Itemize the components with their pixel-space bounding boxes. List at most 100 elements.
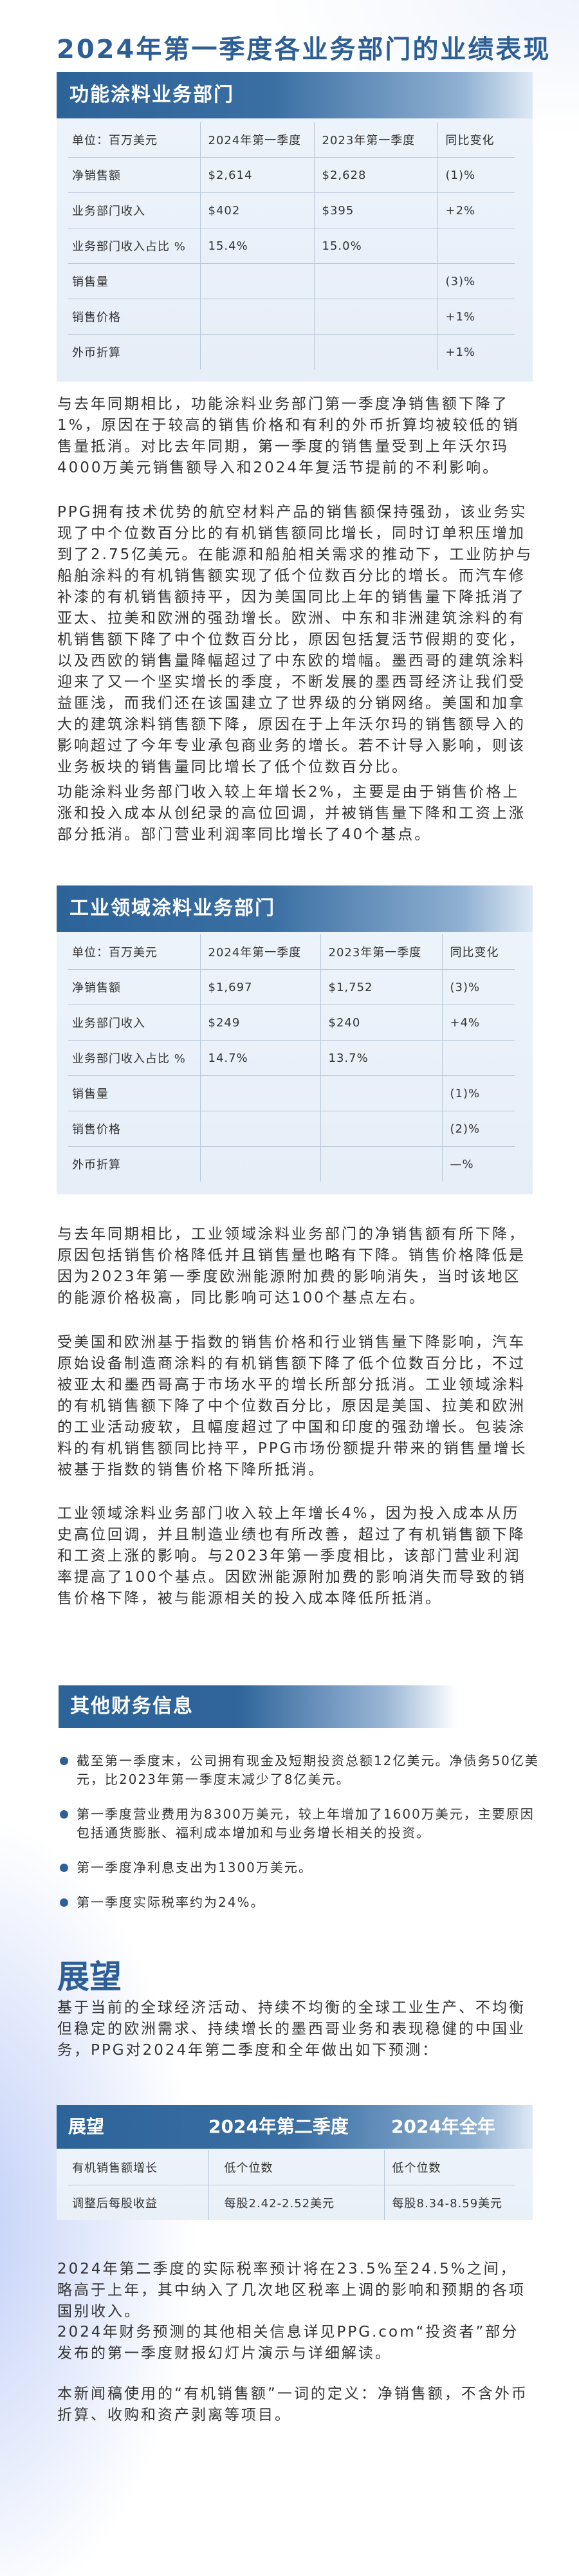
table-cell <box>313 299 437 335</box>
performance-coatings-table: 单位：百万美元 2024年第一季度 2023年第一季度 同比变化 净销售额 $2,614 $… <box>68 122 515 369</box>
table-cell: +1% <box>437 299 515 335</box>
table-row: 销售量 (1)% <box>68 1075 515 1111</box>
table-cell: $2,614 <box>199 157 314 193</box>
industrial-paragraph-1: 与去年同期相比，工业领域涂料业务部门的净销售额有所下降，原因包括销售价格降低并且… <box>57 1226 526 1306</box>
bullet-icon <box>60 1757 68 1765</box>
outlook-header-fy: 2024年全年 <box>391 2116 495 2137</box>
table-cell: (2)% <box>441 1111 515 1147</box>
list-item: 第一季度实际税率约为24%。 <box>59 1893 547 1912</box>
table-cell: 销售价格 <box>68 299 200 335</box>
table-header-cell: 同比变化 <box>441 934 515 970</box>
table-cell: 外币折算 <box>72 1158 121 1172</box>
table-cell: 外币折算 <box>72 346 121 360</box>
performance-coatings-panel: 功能涂料业务部门 单位：百万美元 2024年第一季度 2023年第一季度 同比变化 净销… <box>57 72 533 382</box>
table-cell: 14.7% <box>199 1040 320 1076</box>
outlook-heading: 展望 <box>57 1958 122 1996</box>
table-cell: $240 <box>320 1005 442 1041</box>
table-cell <box>199 263 314 299</box>
table-cell <box>199 334 314 369</box>
table-cell: (3)% <box>437 263 515 299</box>
table-cell: 每股2.42-2.52美元 <box>208 2185 384 2220</box>
table-header-cell: 同比变化 <box>437 122 515 158</box>
table-cell: 调整后每股收益 <box>72 2197 158 2210</box>
table-cell: 业务部门收入占比 % <box>68 1040 200 1076</box>
table-cell: 每股8.34-8.59美元 <box>383 2185 515 2220</box>
table-row: 外币折算 +1% <box>68 334 515 369</box>
outlook-table: 展望 2024年第二季度 2024年全年 有机销售额增长 低个位数 低个位数 调… <box>57 2105 533 2220</box>
table-header-cell: 单位：百万美元 <box>68 122 200 158</box>
bullet-icon <box>60 1864 68 1872</box>
table-cell: 业务部门收入 <box>68 192 200 228</box>
table-cell: $249 <box>199 1005 320 1041</box>
table-cell: 销售量 <box>68 1075 200 1111</box>
table-row: 调整后每股收益 每股2.42-2.52美元 每股8.34-8.59美元 <box>68 2185 515 2220</box>
bullet-text: 第一季度净利息支出为1300万美元。 <box>77 1860 313 1875</box>
table-cell: 有机销售额增长 <box>68 2150 208 2185</box>
table-cell <box>313 334 437 369</box>
table-cell: $2,628 <box>313 157 437 193</box>
table-cell <box>199 1111 320 1147</box>
outlook-header-q2: 2024年第二季度 <box>208 2116 349 2137</box>
table-cell: 净销售额 <box>68 969 200 1005</box>
table-row: 净销售额 $2,614 $2,628 (1)% <box>68 157 515 193</box>
table-row: 销售价格 +1% <box>68 299 515 335</box>
table-cell: (3)% <box>441 969 515 1005</box>
performance-paragraph-1: 与去年同期相比，功能涂料业务部门第一季度净销售额下降了1%，原因在于较高的销售价… <box>57 396 520 476</box>
table-cell <box>320 1111 442 1147</box>
outlook-paragraph-3: 本新闻稿使用的“有机销售额”一词的定义：净销售额，不含外币折算、收购和资产剥离等… <box>57 2386 528 2423</box>
table-row: 销售价格 (2)% <box>68 1111 515 1147</box>
performance-coatings-title: 功能涂料业务部门 <box>57 72 533 118</box>
table-cell: 低个位数 <box>208 2150 384 2185</box>
table-cell: $395 <box>313 192 437 228</box>
bullet-icon <box>60 1898 68 1907</box>
table-row: 业务部门收入占比 % 14.7% 13.7% <box>68 1040 515 1076</box>
table-cell: 13.7% <box>320 1040 442 1076</box>
industrial-coatings-table: 单位：百万美元 2024年第一季度 2023年第一季度 同比变化 净销售额 $1,697 $… <box>68 934 515 1181</box>
table-header-row: 单位：百万美元 2024年第一季度 2023年第一季度 同比变化 <box>68 122 515 158</box>
table-cell: 净销售额 <box>68 157 200 193</box>
industrial-paragraph-3: 工业领域涂料业务部门收入较上年增长4%，因为投入成本从历史高位回调，并且制造业绩… <box>57 1505 526 1607</box>
bullet-text: 第一季度实际税率约为24%。 <box>77 1895 265 1910</box>
table-cell <box>313 263 437 299</box>
industrial-coatings-panel: 工业领域涂料业务部门 单位：百万美元 2024年第一季度 2023年第一季度 同比变化… <box>57 885 533 1194</box>
performance-paragraph-3: 功能涂料业务部门收入较上年增长2%，主要是由于销售价格上涨和投入成本从创纪录的高… <box>57 784 526 843</box>
table-cell <box>441 1040 515 1076</box>
table-cell: 15.0% <box>313 228 437 264</box>
table-cell: 业务部门收入占比 % <box>68 228 200 264</box>
table-cell <box>320 1075 442 1111</box>
table-cell <box>199 299 314 335</box>
table-cell: 销售价格 <box>68 1111 200 1147</box>
table-cell <box>199 1146 320 1181</box>
outlook-header-label: 展望 <box>68 2116 105 2137</box>
table-cell: (1)% <box>437 157 515 193</box>
industrial-coatings-title: 工业领域涂料业务部门 <box>57 885 533 932</box>
table-cell: $1,752 <box>320 969 442 1005</box>
industrial-paragraph-2: 受美国和欧洲基于指数的销售价格和行业销售量下降影响，汽车原始设备制造商涂料的有机… <box>57 1334 528 1478</box>
other-financial-title: 其他财务信息 <box>59 1685 457 1728</box>
table-header-cell: 2023年第一季度 <box>313 122 437 158</box>
table-header-row: 单位：百万美元 2024年第一季度 2023年第一季度 同比变化 <box>68 934 515 970</box>
table-cell: +4% <box>441 1005 515 1041</box>
bullet-text: 第一季度营业费用为8300万美元，较上年增加了1600万美元，主要原因包括通货膨… <box>77 1806 535 1840</box>
outlook-intro: 基于当前的全球经济活动、持续不均衡的全球工业生产、不均衡但稳定的欧洲需求、持续增… <box>57 1999 526 2059</box>
table-cell: $1,697 <box>199 969 320 1005</box>
table-cell: +1% <box>437 334 515 369</box>
table-cell <box>320 1146 442 1181</box>
list-item: 第一季度净利息支出为1300万美元。 <box>59 1858 547 1877</box>
list-item: 第一季度营业费用为8300万美元，较上年增加了1600万美元，主要原因包括通货膨… <box>59 1805 547 1842</box>
table-header-cell: 单位：百万美元 <box>68 934 200 970</box>
outlook-paragraph-2: 2024年财务预测的其他相关信息详见PPG.com“投资者”部分发布的第一季度财… <box>57 2324 519 2362</box>
table-row: 有机销售额增长 低个位数 低个位数 <box>68 2150 515 2185</box>
performance-paragraph-2: PPG拥有技术优势的航空材料产品的销售额保持强劲，该业务实现了中个位数百分比的有… <box>57 504 533 775</box>
page-title: 2024年第一季度各业务部门的业绩表现 <box>57 35 551 64</box>
table-cell: 15.4% <box>199 228 314 264</box>
table-row: 净销售额 $1,697 $1,752 (3)% <box>68 969 515 1005</box>
table-cell: —% <box>441 1146 515 1181</box>
table-cell: (1)% <box>441 1075 515 1111</box>
table-header-cell: 2024年第一季度 <box>199 934 320 970</box>
table-row: 外币折算 —% <box>68 1146 515 1181</box>
list-item: 截至第一季度末，公司拥有现金及短期投资总额12亿美元。净债务50亿美元，比202… <box>59 1752 547 1789</box>
table-row: 业务部门收入 $402 $395 +2% <box>68 192 515 228</box>
bullet-icon <box>60 1810 68 1819</box>
table-row: 销售量 (3)% <box>68 263 515 299</box>
